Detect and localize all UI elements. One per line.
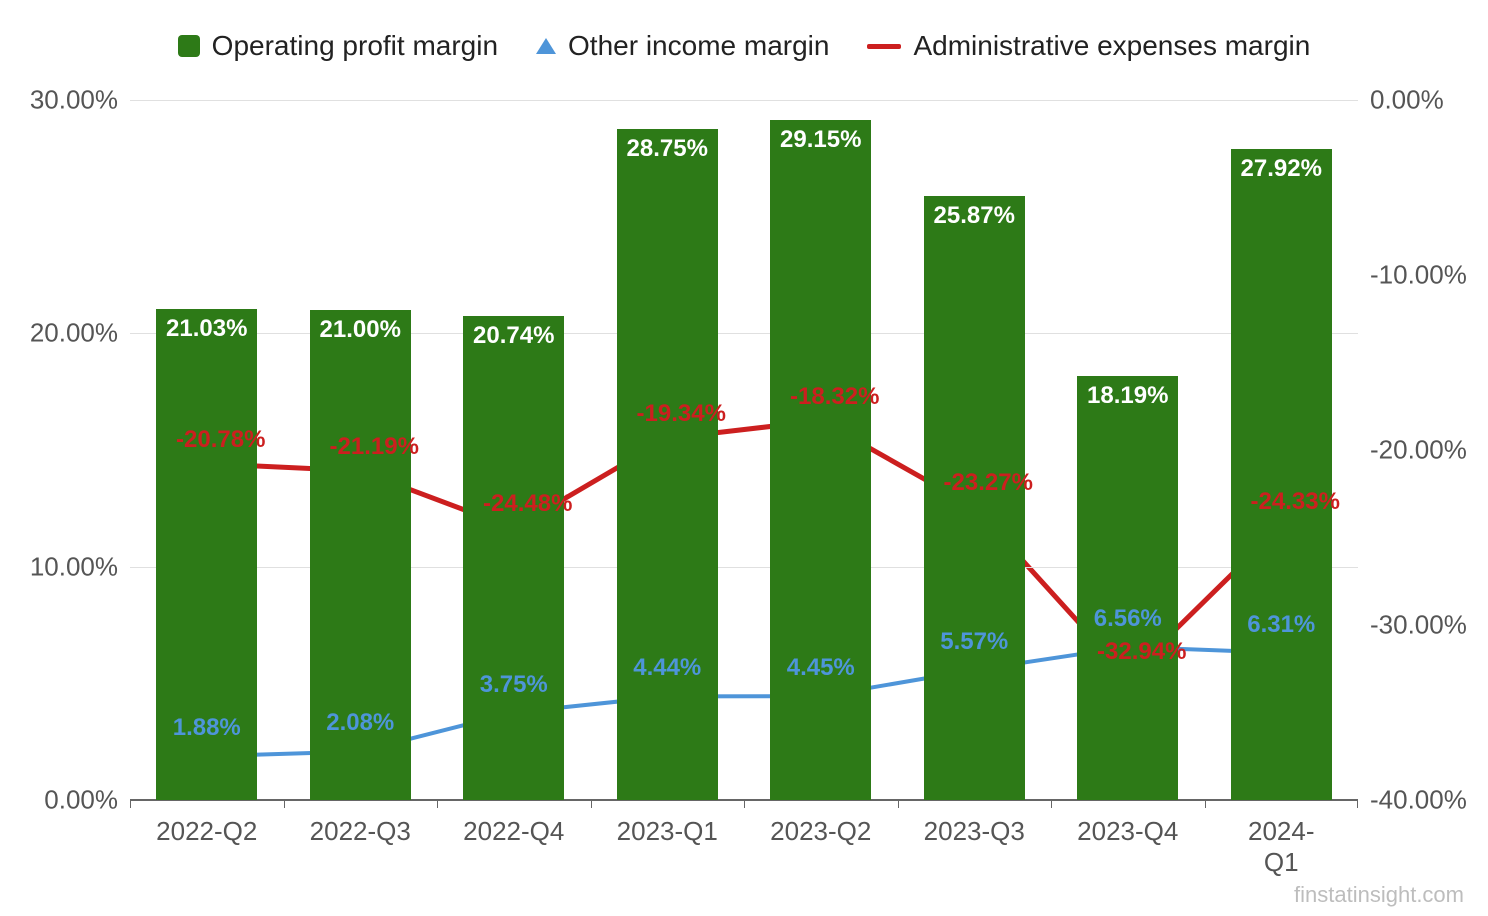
x-tick-label: 2023-Q2 bbox=[770, 816, 871, 847]
y-right-tick-label: -10.00% bbox=[1370, 260, 1488, 291]
chart-container: Operating profit margin Other income marg… bbox=[0, 0, 1488, 916]
y-left-tick-label: 30.00% bbox=[8, 85, 118, 116]
x-tick bbox=[1205, 800, 1206, 808]
x-tick bbox=[898, 800, 899, 808]
y-right-tick-label: 0.00% bbox=[1370, 85, 1488, 116]
x-tick bbox=[744, 800, 745, 808]
legend-item: Other income margin bbox=[536, 30, 829, 62]
bar: 25.87% bbox=[924, 196, 1025, 800]
series-value-label: 6.56% bbox=[1094, 605, 1162, 633]
x-tick-label: 2022-Q2 bbox=[156, 816, 257, 847]
series-value-label: 1.88% bbox=[173, 714, 241, 742]
x-tick-label: 2022-Q4 bbox=[463, 816, 564, 847]
plot-area: 0.00%10.00%20.00%30.00%-40.00%-30.00%-20… bbox=[130, 100, 1358, 800]
x-tick-label: 2022-Q3 bbox=[310, 816, 411, 847]
bar-value-label: 18.19% bbox=[1077, 382, 1178, 410]
series-value-label: -18.32% bbox=[790, 383, 879, 411]
bar: 20.74% bbox=[463, 316, 564, 800]
x-tick bbox=[130, 800, 131, 808]
x-tick-label: 2024-Q1 bbox=[1243, 816, 1320, 878]
y-left-tick-label: 0.00% bbox=[8, 785, 118, 816]
x-tick bbox=[1051, 800, 1052, 808]
bar: 18.19% bbox=[1077, 376, 1178, 800]
series-value-label: 4.45% bbox=[787, 654, 855, 682]
y-left-tick-label: 10.00% bbox=[8, 551, 118, 582]
legend-swatch-line-icon bbox=[867, 44, 901, 49]
bar-value-label: 25.87% bbox=[924, 202, 1025, 230]
series-value-label: 4.44% bbox=[633, 654, 701, 682]
legend-item: Administrative expenses margin bbox=[867, 30, 1310, 62]
bar: 29.15% bbox=[770, 120, 871, 800]
gridline bbox=[130, 100, 1358, 101]
watermark: finstatinsight.com bbox=[1294, 882, 1464, 908]
series-value-label: -20.78% bbox=[176, 426, 265, 454]
x-tick bbox=[284, 800, 285, 808]
series-value-label: 5.57% bbox=[940, 628, 1008, 656]
y-right-tick-label: -30.00% bbox=[1370, 610, 1488, 641]
legend-item: Operating profit margin bbox=[178, 30, 498, 62]
series-value-label: -24.48% bbox=[483, 490, 572, 518]
bar: 27.92% bbox=[1231, 149, 1332, 800]
legend-swatch-triangle-icon bbox=[536, 38, 556, 54]
legend: Operating profit margin Other income marg… bbox=[0, 30, 1488, 62]
series-value-label: 3.75% bbox=[480, 671, 548, 699]
y-left-tick-label: 20.00% bbox=[8, 318, 118, 349]
series-value-label: 2.08% bbox=[326, 709, 394, 737]
x-tick-label: 2023-Q4 bbox=[1077, 816, 1178, 847]
series-value-label: -23.27% bbox=[944, 469, 1033, 497]
bar-value-label: 21.03% bbox=[156, 315, 257, 343]
y-right-tick-label: -20.00% bbox=[1370, 435, 1488, 466]
bar-value-label: 20.74% bbox=[463, 322, 564, 350]
bar-value-label: 28.75% bbox=[617, 135, 718, 163]
x-tick bbox=[437, 800, 438, 808]
x-tick-label: 2023-Q3 bbox=[924, 816, 1025, 847]
y-right-tick-label: -40.00% bbox=[1370, 785, 1488, 816]
bar-value-label: 21.00% bbox=[310, 316, 411, 344]
bar: 28.75% bbox=[617, 129, 718, 800]
series-value-label: 6.31% bbox=[1247, 611, 1315, 639]
bar-value-label: 27.92% bbox=[1231, 155, 1332, 183]
x-tick bbox=[1357, 800, 1358, 808]
series-value-label: -21.19% bbox=[330, 433, 419, 461]
legend-label: Operating profit margin bbox=[212, 30, 498, 62]
series-value-label: -19.34% bbox=[637, 400, 726, 428]
bar-value-label: 29.15% bbox=[770, 126, 871, 154]
series-value-label: -32.94% bbox=[1097, 638, 1186, 666]
legend-label: Other income margin bbox=[568, 30, 829, 62]
legend-label: Administrative expenses margin bbox=[913, 30, 1310, 62]
x-tick-label: 2023-Q1 bbox=[617, 816, 718, 847]
legend-swatch-bar-icon bbox=[178, 35, 200, 57]
x-tick bbox=[591, 800, 592, 808]
series-value-label: -24.33% bbox=[1251, 488, 1340, 516]
